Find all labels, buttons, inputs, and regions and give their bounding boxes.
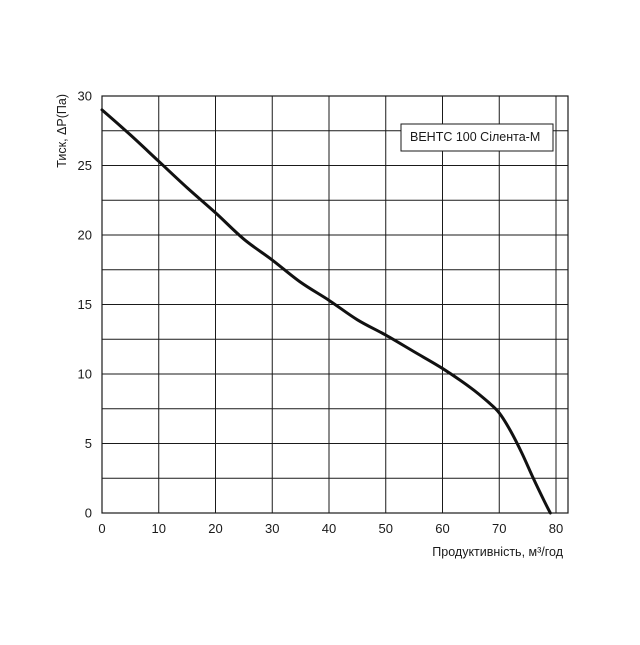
y-tick-label: 0 [85, 506, 92, 521]
legend-label: ВЕНТС 100 Сілента-М [410, 130, 540, 144]
legend-box [400, 123, 554, 152]
x-axis-title: Продуктивність, м³/год [432, 545, 563, 559]
y-tick-label: 15 [78, 297, 92, 312]
x-tick-label: 0 [98, 521, 105, 536]
x-tick-label: 40 [322, 521, 336, 536]
x-tick-label: 30 [265, 521, 279, 536]
plot-border [101, 95, 569, 514]
y-tick-label: 10 [78, 367, 92, 382]
y-tick-label: 20 [78, 228, 92, 243]
y-axis-title: Тиск, ΔP(Па) [55, 94, 69, 168]
x-tick-label: 20 [208, 521, 222, 536]
x-tick-label: 60 [435, 521, 449, 536]
x-tick-label: 70 [492, 521, 506, 536]
series-line [100, 108, 552, 515]
y-tick-label: 5 [85, 436, 92, 451]
tick-labels: 0 10 20 30 40 50 60 70 80 0 5 10 15 20 25 30 [78, 89, 564, 537]
x-tick-label: 50 [379, 521, 393, 536]
x-tick-label: 80 [549, 521, 563, 536]
y-tick-label: 25 [78, 158, 92, 173]
legend: ВЕНТС 100 Сілента-М [400, 123, 554, 152]
y-tick-label: 30 [78, 89, 92, 104]
x-tick-label: 10 [152, 521, 166, 536]
plot-frame [101, 95, 569, 514]
series [100, 108, 552, 515]
